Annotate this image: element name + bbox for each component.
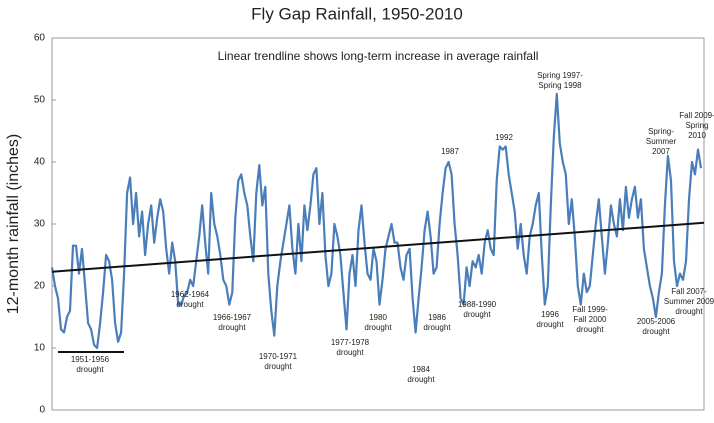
- y-tick-label: 50: [34, 95, 46, 106]
- annotation: drought: [675, 307, 703, 316]
- annotation: 1986: [428, 313, 446, 322]
- annotation: drought: [336, 348, 364, 357]
- annotation: Summer: [646, 137, 677, 146]
- annotation: drought: [536, 320, 564, 329]
- annotation: Spring 1998: [538, 81, 582, 90]
- annotation: drought: [463, 310, 491, 319]
- annotation: drought: [364, 323, 392, 332]
- annotation: 1988-1990: [458, 300, 497, 309]
- y-axis-label: 12-month rainfall (inches): [5, 134, 22, 315]
- annotation: 2005-2006: [637, 317, 676, 326]
- annotation: Linear trendline shows long-term increas…: [218, 49, 539, 63]
- annotation: Fall 1999-: [572, 305, 608, 314]
- annotation: Fall 2009-: [679, 111, 714, 120]
- annotation: drought: [423, 323, 451, 332]
- annotation: drought: [176, 300, 204, 309]
- annotation: 1984: [412, 365, 430, 374]
- annotation: Spring 1997-: [537, 71, 583, 80]
- annotation: Spring-: [648, 127, 674, 136]
- annotation: Spring: [685, 121, 708, 130]
- annotation: drought: [642, 327, 670, 336]
- annotation: 1992: [495, 133, 513, 142]
- annotation: Fall 2007-: [671, 287, 707, 296]
- annotation: 1951-1956: [71, 355, 110, 364]
- annotation: 2007: [652, 147, 670, 156]
- y-tick-label: 60: [34, 33, 46, 44]
- annotation: 1980: [369, 313, 387, 322]
- annotation: drought: [218, 323, 246, 332]
- annotation: 1970-1971: [259, 352, 298, 361]
- annotation: drought: [264, 362, 292, 371]
- chart-title: Fly Gap Rainfall, 1950-2010: [251, 4, 463, 23]
- annotation: Fall 2000: [574, 315, 607, 324]
- y-tick-label: 20: [34, 281, 46, 292]
- annotation: 1966-1967: [213, 313, 252, 322]
- y-tick-label: 0: [39, 405, 45, 416]
- annotation: 1987: [441, 147, 459, 156]
- plot-frame: [51, 37, 705, 411]
- annotation: 1977-1978: [331, 338, 370, 347]
- y-tick-label: 40: [34, 157, 46, 168]
- annotation: 1962-1964: [171, 290, 210, 299]
- annotation: 1996: [541, 310, 559, 319]
- y-tick-label: 30: [34, 219, 46, 230]
- rainfall-line: [50, 92, 703, 350]
- annotation: 2010: [688, 131, 706, 140]
- annotation: drought: [576, 325, 604, 334]
- annotation: drought: [76, 365, 104, 374]
- y-tick-label: 10: [34, 343, 46, 354]
- annotation: Summer 2009: [664, 297, 714, 306]
- trend-line: [51, 221, 705, 273]
- annotation: drought: [407, 375, 435, 384]
